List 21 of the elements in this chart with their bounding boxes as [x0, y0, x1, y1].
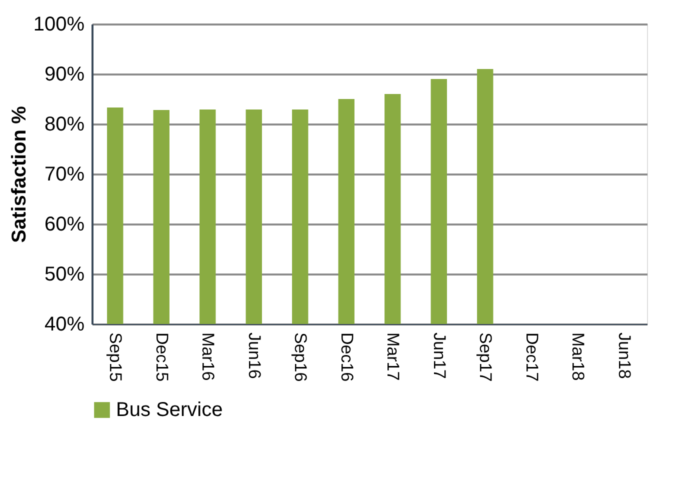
- legend-label: Bus Service: [116, 399, 223, 421]
- y-tick-label: 60%: [44, 214, 85, 236]
- x-tick-label: Mar17: [384, 332, 403, 381]
- y-tick-label: 90%: [44, 64, 85, 86]
- x-tick-label: Sep15: [106, 332, 126, 382]
- y-axis-title: Satisfaction %: [8, 106, 30, 243]
- x-tick-label: Jun18: [614, 332, 634, 379]
- y-tick-label: 70%: [44, 164, 85, 186]
- y-tick-label: 50%: [44, 264, 85, 286]
- x-tick-label: Sep17: [476, 332, 496, 382]
- x-tick-label: Jun17: [430, 332, 449, 379]
- y-tick-label: 80%: [44, 114, 85, 136]
- x-tick-label: Dec16: [337, 332, 356, 382]
- x-tick-label: Mar16: [198, 332, 218, 381]
- x-tick-label: Sep16: [291, 332, 310, 382]
- y-tick-label: 100%: [33, 14, 85, 36]
- x-tick-label: Dec17: [522, 332, 542, 382]
- x-tick-label: Dec15: [152, 332, 172, 382]
- x-tick-label: Mar18: [568, 332, 588, 381]
- y-tick-label: 40%: [44, 314, 85, 336]
- x-tick-label: Jun16: [244, 332, 264, 379]
